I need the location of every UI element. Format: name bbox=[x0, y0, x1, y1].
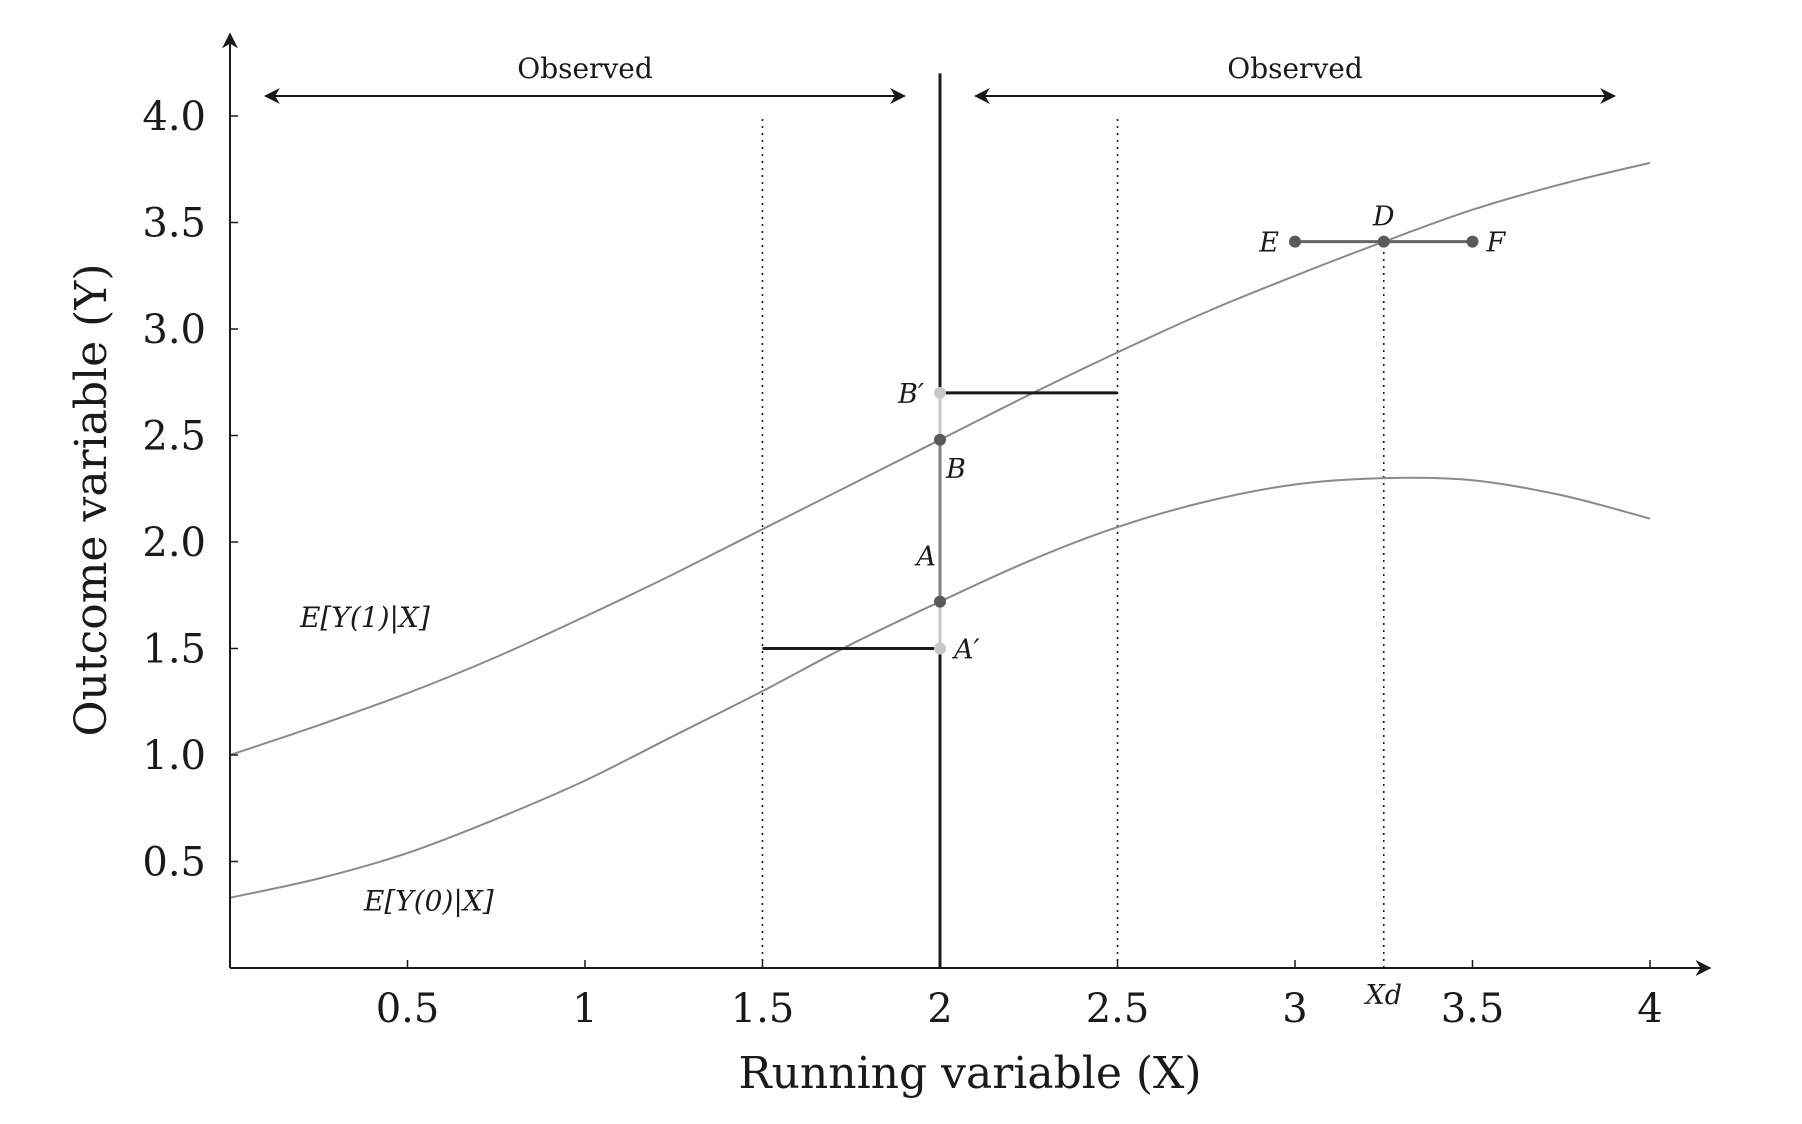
point-0 bbox=[934, 386, 946, 399]
x-tick-label-5: 3 bbox=[1282, 986, 1307, 1032]
point-label-6: F bbox=[1486, 228, 1507, 259]
x-tick-label-0: 0.5 bbox=[376, 986, 440, 1032]
y-tick-label-6: 3.5 bbox=[142, 201, 206, 247]
point-label-1: B bbox=[945, 454, 966, 485]
y-axis-title: Outcome variable (Y) bbox=[66, 263, 117, 736]
point-label-3: A′ bbox=[951, 635, 980, 666]
x-tick-label-6: 3.5 bbox=[1441, 986, 1505, 1032]
x-tick-label-4: 2.5 bbox=[1086, 986, 1150, 1032]
observed-label-1: Observed bbox=[1227, 52, 1363, 85]
point-label-4: E bbox=[1258, 228, 1279, 259]
y-tick-label-3: 2.0 bbox=[142, 520, 206, 566]
x-tick-label-7: 4 bbox=[1637, 986, 1662, 1032]
annotation-2: E[Y(0)|X] bbox=[363, 884, 494, 917]
x-tick-label-1: 1 bbox=[572, 986, 597, 1032]
y-tick-label-4: 2.5 bbox=[142, 414, 206, 460]
x-tick-label-2: 1.5 bbox=[731, 986, 795, 1032]
point-label-2: A bbox=[914, 542, 937, 573]
y-tick-label-5: 3.0 bbox=[142, 307, 206, 353]
observed-label-0: Observed bbox=[517, 52, 653, 85]
y-tick-label-1: 1.0 bbox=[142, 733, 206, 779]
y-tick-label-2: 1.5 bbox=[142, 627, 206, 673]
x-tick-label-3: 2 bbox=[927, 986, 952, 1032]
annotation-1: E[Y(1)|X] bbox=[299, 601, 430, 634]
point-label-5: D bbox=[1372, 202, 1395, 233]
point-4 bbox=[1289, 235, 1301, 248]
point-3 bbox=[934, 642, 946, 655]
point-1 bbox=[934, 433, 946, 446]
point-5 bbox=[1377, 235, 1390, 248]
y-tick-label-0: 0.5 bbox=[142, 840, 206, 886]
annotation-0: Xd bbox=[1363, 980, 1402, 1011]
x-axis-title: Running variable (X) bbox=[738, 1048, 1201, 1099]
y-tick-label-7: 4.0 bbox=[142, 94, 206, 140]
point-6 bbox=[1466, 235, 1479, 248]
point-2 bbox=[934, 595, 946, 608]
point-label-0: B′ bbox=[897, 379, 924, 410]
